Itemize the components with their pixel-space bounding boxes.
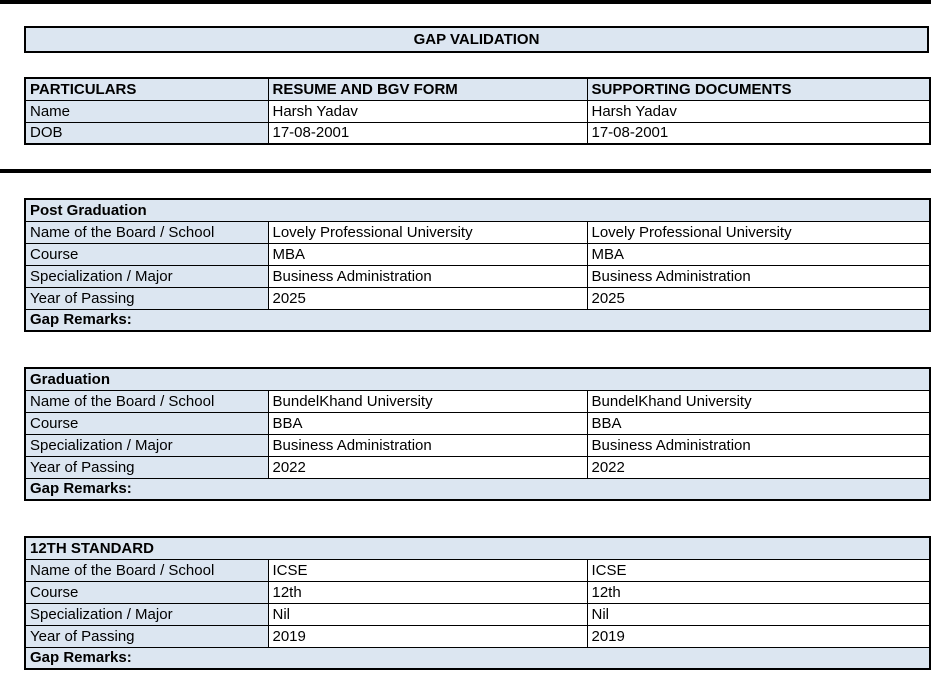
table-row: DOB 17-08-2001 17-08-2001 [24, 121, 931, 145]
table-row: Specialization / Major Business Administ… [24, 264, 931, 288]
top-horizontal-rule [0, 0, 931, 4]
supporting-value-cell: Nil [586, 602, 931, 626]
resume-value-cell: 2022 [267, 455, 588, 479]
resume-value-cell: BundelKhand University [267, 389, 588, 413]
row-label-cell: Name of the Board / School [24, 389, 269, 413]
row-label-cell: Name [24, 99, 269, 123]
gap-remarks-label: Gap Remarks: [24, 646, 931, 670]
gap-remarks-row: Gap Remarks: [24, 477, 931, 501]
section-title: Post Graduation [24, 198, 931, 222]
twelfth-standard-table: 12TH STANDARD Name of the Board / School… [24, 536, 931, 670]
supporting-value-cell: 2019 [586, 624, 931, 648]
post-graduation-table: Post Graduation Name of the Board / Scho… [24, 198, 931, 332]
section-divider-rule [0, 169, 931, 173]
particulars-table: PARTICULARS RESUME AND BGV FORM SUPPORTI… [24, 77, 931, 145]
row-label-cell: Name of the Board / School [24, 220, 269, 244]
table-row: Name Harsh Yadav Harsh Yadav [24, 99, 931, 123]
table-row: Course 12th 12th [24, 580, 931, 604]
header-cell-supporting-docs: SUPPORTING DOCUMENTS [586, 77, 931, 101]
gap-remarks-label: Gap Remarks: [24, 308, 931, 332]
supporting-value-cell: MBA [586, 242, 931, 266]
supporting-value-cell: ICSE [586, 558, 931, 582]
table-row: Specialization / Major Business Administ… [24, 433, 931, 457]
row-label-cell: Year of Passing [24, 286, 269, 310]
resume-value-cell: Nil [267, 602, 588, 626]
section-title-row: Graduation [24, 367, 931, 391]
row-label-cell: Specialization / Major [24, 264, 269, 288]
resume-value-cell: Business Administration [267, 433, 588, 457]
supporting-value-cell: BundelKhand University [586, 389, 931, 413]
table-row: Year of Passing 2019 2019 [24, 624, 931, 648]
supporting-value-cell: 2025 [586, 286, 931, 310]
section-title-row: Post Graduation [24, 198, 931, 222]
gap-remarks-label: Gap Remarks: [24, 477, 931, 501]
document-title-bar: GAP VALIDATION [24, 26, 929, 53]
header-cell-particulars: PARTICULARS [24, 77, 269, 101]
gap-remarks-row: Gap Remarks: [24, 308, 931, 332]
row-label-cell: Name of the Board / School [24, 558, 269, 582]
resume-value-cell: 12th [267, 580, 588, 604]
table-row: Name of the Board / School Lovely Profes… [24, 220, 931, 244]
section-title: Graduation [24, 367, 931, 391]
supporting-value-cell: Business Administration [586, 433, 931, 457]
header-cell-resume-bgv: RESUME AND BGV FORM [267, 77, 588, 101]
table-row: Specialization / Major Nil Nil [24, 602, 931, 626]
row-label-cell: Year of Passing [24, 455, 269, 479]
resume-value-cell: Lovely Professional University [267, 220, 588, 244]
table-row: Course MBA MBA [24, 242, 931, 266]
supporting-value-cell: 12th [586, 580, 931, 604]
resume-value-cell: 2019 [267, 624, 588, 648]
table-header-row: PARTICULARS RESUME AND BGV FORM SUPPORTI… [24, 77, 931, 101]
row-label-cell: Course [24, 411, 269, 435]
table-row: Year of Passing 2022 2022 [24, 455, 931, 479]
table-row: Year of Passing 2025 2025 [24, 286, 931, 310]
supporting-value-cell: Business Administration [586, 264, 931, 288]
section-title-row: 12TH STANDARD [24, 536, 931, 560]
supporting-value-cell: 2022 [586, 455, 931, 479]
row-label-cell: Year of Passing [24, 624, 269, 648]
supporting-value-cell: Harsh Yadav [586, 99, 931, 123]
supporting-value-cell: BBA [586, 411, 931, 435]
supporting-value-cell: Lovely Professional University [586, 220, 931, 244]
resume-value-cell: 17-08-2001 [267, 121, 588, 145]
resume-value-cell: 2025 [267, 286, 588, 310]
table-row: Name of the Board / School BundelKhand U… [24, 389, 931, 413]
resume-value-cell: BBA [267, 411, 588, 435]
gap-remarks-row: Gap Remarks: [24, 646, 931, 670]
row-label-cell: Course [24, 580, 269, 604]
table-row: Name of the Board / School ICSE ICSE [24, 558, 931, 582]
row-label-cell: DOB [24, 121, 269, 145]
resume-value-cell: ICSE [267, 558, 588, 582]
resume-value-cell: Harsh Yadav [267, 99, 588, 123]
supporting-value-cell: 17-08-2001 [586, 121, 931, 145]
row-label-cell: Course [24, 242, 269, 266]
resume-value-cell: MBA [267, 242, 588, 266]
table-row: Course BBA BBA [24, 411, 931, 435]
row-label-cell: Specialization / Major [24, 602, 269, 626]
resume-value-cell: Business Administration [267, 264, 588, 288]
section-title: 12TH STANDARD [24, 536, 931, 560]
page-title: GAP VALIDATION [413, 31, 540, 48]
graduation-table: Graduation Name of the Board / School Bu… [24, 367, 931, 501]
row-label-cell: Specialization / Major [24, 433, 269, 457]
